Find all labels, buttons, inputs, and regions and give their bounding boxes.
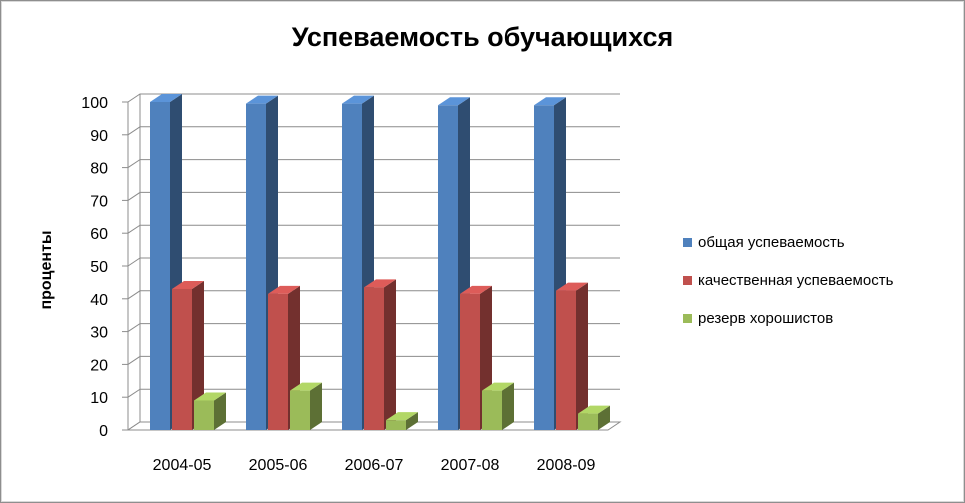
bar-side	[406, 412, 418, 430]
y-tick-label: 80	[90, 161, 108, 178]
bar-top	[342, 95, 374, 104]
y-tick-label: 100	[81, 95, 108, 112]
bar-front	[342, 103, 362, 430]
bar-front	[150, 102, 170, 430]
bars	[150, 94, 610, 430]
y-tick-label: 30	[90, 325, 108, 342]
bar-side	[502, 382, 514, 430]
bar-front	[194, 400, 214, 430]
legend-item: общая успеваемость	[683, 232, 893, 252]
legend-swatch	[683, 313, 692, 323]
x-tick-label: 2006-07	[345, 457, 404, 474]
y-tick-label: 0	[99, 423, 108, 440]
bar-front	[386, 420, 406, 430]
bar-front	[290, 390, 310, 430]
y-tick-label: 40	[90, 292, 108, 309]
bar-top	[556, 282, 588, 291]
bar-front	[172, 288, 192, 430]
bar-резерв хорошистов-2005-06	[290, 382, 322, 430]
legend-item: качественная успеваемость	[683, 270, 893, 290]
bar-качественная успеваемость-2008-09	[556, 282, 588, 430]
x-tick-label: 2008-09	[537, 457, 596, 474]
y-tick-label: 20	[90, 357, 108, 374]
bar-front	[460, 293, 480, 430]
bar-top	[268, 285, 300, 294]
legend-label: общая успеваемость	[698, 233, 845, 251]
legend-label: качественная успеваемость	[698, 271, 894, 289]
tick-labels: 0 10 20 30 40 50 60 70 80 90 100 2004-05 2005-06 2006…	[81, 95, 595, 474]
bar-качественная успеваемость-2004-05	[172, 280, 204, 430]
bar-резерв хорошистов-2006-07	[386, 412, 418, 430]
chart-title: Успеваемость обучающихся	[291, 22, 674, 52]
legend-label: резерв хорошистов	[698, 309, 834, 327]
legend-swatch	[683, 275, 692, 285]
bar-side	[576, 282, 588, 430]
bar-front	[438, 105, 458, 430]
legend: общая успеваемость качественная успеваемо…	[683, 232, 893, 346]
y-tick-label: 70	[90, 193, 108, 210]
y-tick-label: 60	[90, 226, 108, 243]
y-tick-label: 10	[90, 390, 108, 407]
bar-top	[172, 280, 204, 289]
bar-top	[578, 405, 610, 414]
bar-front	[482, 390, 502, 430]
bar-top	[482, 382, 514, 391]
x-tick-label: 2007-08	[441, 457, 500, 474]
bar-top	[364, 279, 396, 288]
bar-резерв хорошистов-2007-08	[482, 382, 514, 430]
y-tick-label: 50	[90, 259, 108, 276]
bar-front	[578, 413, 598, 430]
bar-качественная успеваемость-2006-07	[364, 279, 396, 430]
x-tick-label: 2004-05	[153, 457, 212, 474]
bar-side	[214, 392, 226, 430]
bar-side	[310, 382, 322, 430]
bar-side	[598, 405, 610, 430]
legend-item: резерв хорошистов	[683, 308, 893, 328]
bar-front	[246, 103, 266, 430]
bar-top	[194, 392, 226, 401]
bar-top	[438, 97, 470, 106]
bar-top	[460, 285, 492, 294]
bar-резерв хорошистов-2004-05	[194, 392, 226, 430]
bar-front	[534, 105, 554, 430]
bar-front	[364, 287, 384, 430]
bar-top	[246, 95, 278, 104]
bar-side	[192, 280, 204, 430]
bar-top	[534, 97, 566, 106]
bar-top	[290, 382, 322, 391]
legend-swatch	[683, 237, 692, 247]
bar-резерв хорошистов-2008-09	[578, 405, 610, 430]
bar-top	[150, 94, 182, 102]
bar-side	[384, 279, 396, 430]
bar-front	[268, 293, 288, 430]
x-tick-label: 2005-06	[249, 457, 308, 474]
bar-front	[556, 290, 576, 430]
y-tick-label: 90	[90, 128, 108, 145]
bar-top	[386, 412, 418, 421]
